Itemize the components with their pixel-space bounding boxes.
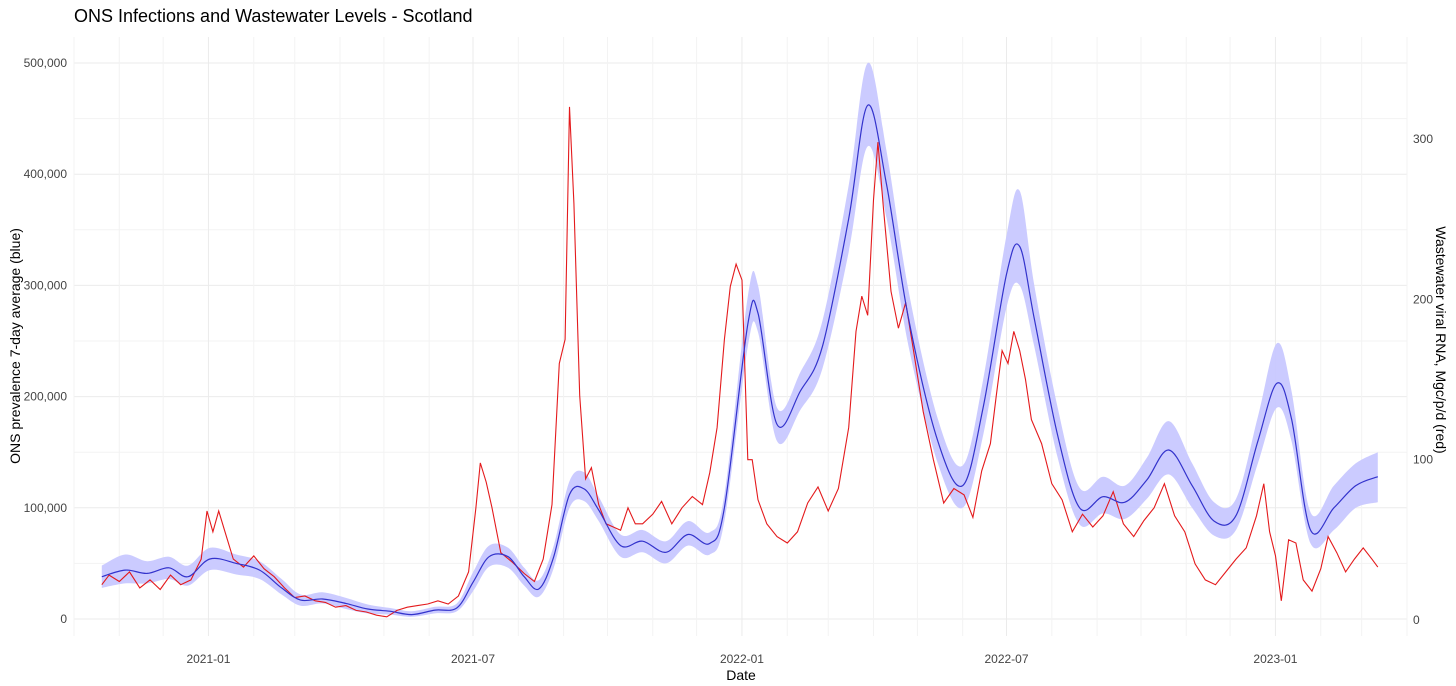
x-tick-label: 2021-07 bbox=[451, 652, 495, 666]
y-right-tick-label: 300 bbox=[1413, 132, 1433, 146]
ons-line bbox=[101, 104, 1379, 616]
y-axis-left-label: ONS prevalence 7-day average (blue) bbox=[7, 228, 23, 464]
x-tick-label: 2022-01 bbox=[720, 652, 764, 666]
gridlines bbox=[73, 37, 1408, 636]
wastewater-line bbox=[101, 106, 1379, 618]
ons-series bbox=[101, 104, 1379, 616]
y-right-tick-label: 100 bbox=[1413, 453, 1433, 467]
x-tick-label: 2022-07 bbox=[984, 652, 1028, 666]
y-axis-right-ticks: 0 100 200 300 bbox=[1413, 132, 1433, 627]
x-axis-label: Date bbox=[726, 667, 756, 683]
y-left-tick-label: 100,000 bbox=[24, 501, 68, 515]
wastewater-series bbox=[101, 106, 1379, 618]
y-right-tick-label: 0 bbox=[1413, 613, 1420, 627]
y-right-tick-label: 200 bbox=[1413, 292, 1433, 306]
y-axis-right-label: Wastewater viral RNA, Mgc/p/d (red) bbox=[1433, 226, 1449, 453]
x-axis-ticks: 2021-01 2021-07 2022-01 2022-07 2023-01 bbox=[186, 652, 1297, 666]
y-left-tick-label: 200,000 bbox=[24, 390, 68, 404]
chart-title: ONS Infections and Wastewater Levels - S… bbox=[74, 6, 473, 26]
x-tick-label: 2023-01 bbox=[1253, 652, 1297, 666]
y-axis-left-ticks: 0 100,000 200,000 300,000 400,000 500,000 bbox=[24, 56, 68, 626]
y-left-tick-label: 300,000 bbox=[24, 278, 68, 292]
y-left-tick-label: 500,000 bbox=[24, 56, 68, 70]
x-tick-label: 2021-01 bbox=[186, 652, 230, 666]
y-left-tick-label: 0 bbox=[60, 612, 67, 626]
y-left-tick-label: 400,000 bbox=[24, 167, 68, 181]
